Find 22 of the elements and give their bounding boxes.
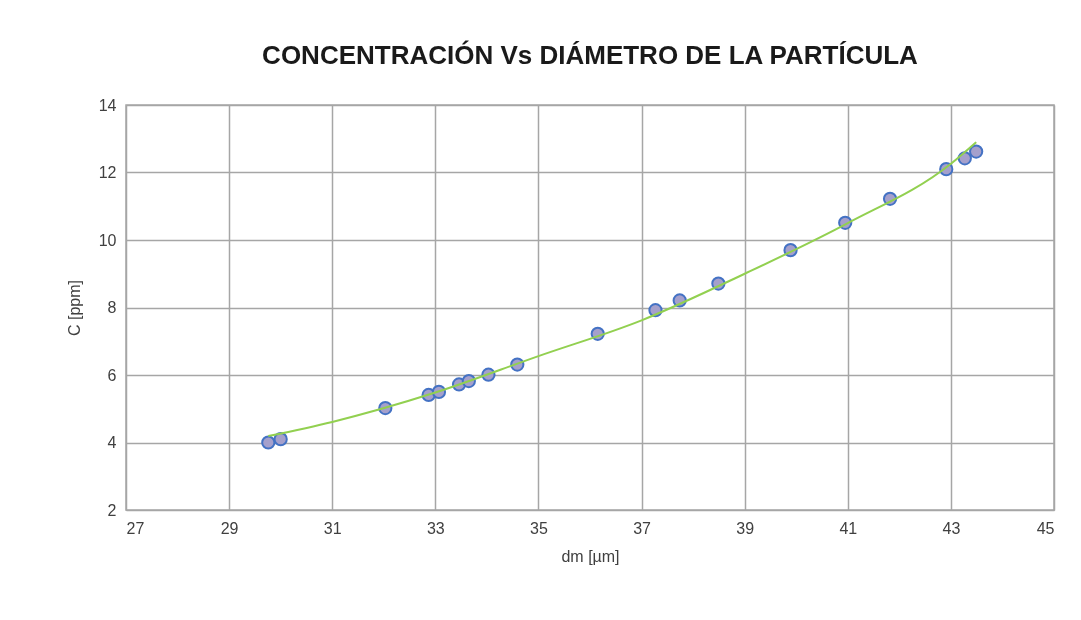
x-tick-label: 45 xyxy=(1036,519,1055,537)
y-tick-label: 12 xyxy=(98,164,117,181)
y-tick-label: 6 xyxy=(107,366,117,384)
y-tick-label: 10 xyxy=(98,231,117,249)
point xyxy=(261,435,276,450)
y-tick-label: 2 xyxy=(107,501,117,519)
point xyxy=(969,144,984,159)
x-tick-label: 43 xyxy=(942,519,961,537)
y-tick-label: 8 xyxy=(107,299,117,316)
y-axis-title: C [ppm] xyxy=(65,279,83,337)
x-tick-label: 33 xyxy=(426,519,445,537)
x-tick-label: 39 xyxy=(736,519,755,537)
x-tick-label: 35 xyxy=(530,519,548,537)
x-tick-label: 29 xyxy=(220,519,239,537)
x-tick-label: 37 xyxy=(633,519,652,537)
x-tick-label: 27 xyxy=(126,519,145,537)
y-tick-label: 14 xyxy=(98,96,117,114)
chart-title: CONCENTRACIÓN Vs DIÁMETRO DE LA PARTÍCULA xyxy=(262,40,919,70)
x-tick-label: 41 xyxy=(839,519,858,537)
y-tick-label: 4 xyxy=(107,434,117,451)
x-axis-title: dm [µm] xyxy=(561,547,620,565)
x-tick-label: 31 xyxy=(323,519,342,537)
